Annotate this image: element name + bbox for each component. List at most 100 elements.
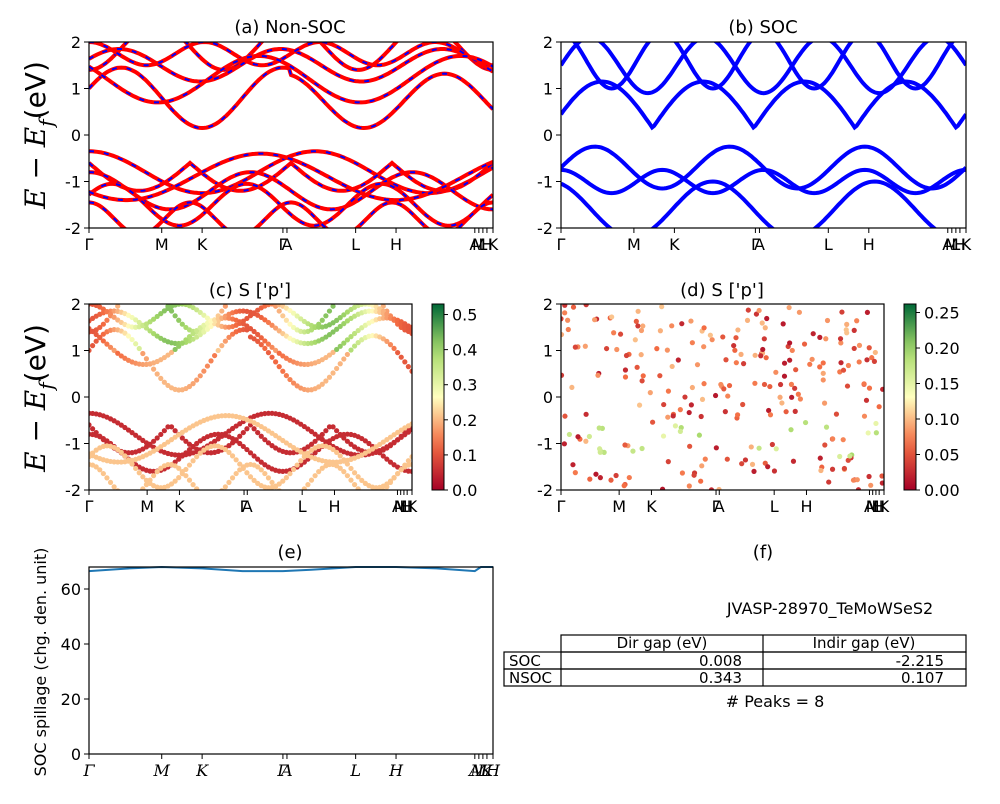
point-d xyxy=(657,328,663,334)
point-c xyxy=(391,345,397,352)
point-c xyxy=(118,449,124,455)
panel-b-ytick-label: 0 xyxy=(543,126,553,145)
point-c xyxy=(240,429,246,436)
point-d xyxy=(742,457,749,463)
point-d xyxy=(807,361,813,367)
point-d xyxy=(845,457,851,463)
point-c xyxy=(107,311,114,318)
point-d xyxy=(861,381,867,387)
point-d xyxy=(709,337,715,343)
point-c xyxy=(137,283,142,288)
panel-e-xtick-label: K xyxy=(195,761,209,780)
point-c xyxy=(93,331,99,338)
point-d xyxy=(622,442,628,448)
point-c xyxy=(341,468,347,475)
point-d xyxy=(665,414,671,420)
point-d xyxy=(788,381,795,387)
point-c xyxy=(348,334,354,340)
point-c xyxy=(163,304,165,305)
point-c xyxy=(179,453,185,459)
point-c xyxy=(283,372,289,379)
point-c xyxy=(258,459,264,465)
point-c xyxy=(326,374,333,380)
point-d xyxy=(672,423,679,429)
panel-c-ytick-label: 0 xyxy=(71,388,81,407)
point-c xyxy=(265,440,272,446)
point-d xyxy=(596,425,602,431)
panel-c-xtick-label: H xyxy=(328,497,340,516)
point-c xyxy=(133,341,139,347)
point-c xyxy=(265,319,272,326)
point-d xyxy=(732,347,738,353)
point-d xyxy=(879,480,884,486)
point-c xyxy=(147,319,153,325)
point-c xyxy=(262,317,268,323)
point-c xyxy=(133,432,139,438)
point-c xyxy=(89,426,96,432)
point-d xyxy=(726,382,733,389)
point-c xyxy=(391,440,397,446)
point-c xyxy=(355,327,361,334)
point-d xyxy=(608,477,614,483)
point-c xyxy=(363,285,368,290)
point-d xyxy=(735,327,741,333)
panel-d-xtick-label: Γ xyxy=(557,497,566,516)
point-c xyxy=(323,313,329,319)
point-c xyxy=(89,422,92,428)
point-c xyxy=(290,310,297,316)
point-c xyxy=(226,428,232,434)
point-c xyxy=(201,492,206,497)
point-d xyxy=(823,424,830,430)
point-d xyxy=(686,409,692,416)
panel-c-xtick-label: Γ xyxy=(85,497,94,516)
point-c xyxy=(144,283,149,288)
panel-b-xtick-label: K xyxy=(669,235,680,254)
panel-a-xtick-label: A xyxy=(281,235,292,254)
point-c xyxy=(176,317,182,323)
point-c xyxy=(194,307,200,313)
point-c xyxy=(115,304,121,309)
colorbar-d-tick-label: 0.05 xyxy=(924,446,960,465)
point-d xyxy=(780,321,786,327)
point-c xyxy=(104,475,110,481)
point-c xyxy=(165,461,171,468)
point-c xyxy=(226,334,232,340)
point-d xyxy=(569,384,575,391)
point-d xyxy=(789,394,795,400)
point-d xyxy=(795,391,801,397)
point-c xyxy=(355,340,361,346)
point-c xyxy=(374,294,379,299)
point-d xyxy=(761,336,767,342)
panel-d-xtick-label: A xyxy=(714,497,725,516)
point-c xyxy=(129,461,135,467)
point-d xyxy=(708,487,715,490)
point-d xyxy=(841,465,847,472)
point-c xyxy=(233,470,239,477)
point-c xyxy=(186,462,193,468)
point-c xyxy=(176,456,182,462)
point-c xyxy=(179,340,185,346)
point-c xyxy=(287,376,293,383)
table-header-dir: Dir gap (eV) xyxy=(617,634,708,652)
point-c xyxy=(337,343,343,349)
point-c xyxy=(97,335,103,341)
point-d xyxy=(822,442,828,448)
point-c xyxy=(391,475,397,481)
panel-d-ytick-label: 0 xyxy=(543,388,553,407)
point-d xyxy=(677,428,683,434)
point-d xyxy=(720,334,726,340)
point-d xyxy=(850,477,857,483)
panel-a-title: (a) Non-SOC xyxy=(234,17,345,38)
point-c xyxy=(269,344,275,350)
colorbar-d-tick-label: 0.25 xyxy=(924,304,960,323)
colorbar-c xyxy=(431,303,445,491)
point-c xyxy=(179,435,185,441)
point-c xyxy=(197,332,203,338)
point-d xyxy=(864,357,870,363)
point-c xyxy=(323,428,329,434)
point-c xyxy=(222,324,228,330)
point-c xyxy=(143,444,150,450)
point-c xyxy=(344,461,350,467)
point-d xyxy=(739,461,745,467)
point-c xyxy=(172,346,178,353)
